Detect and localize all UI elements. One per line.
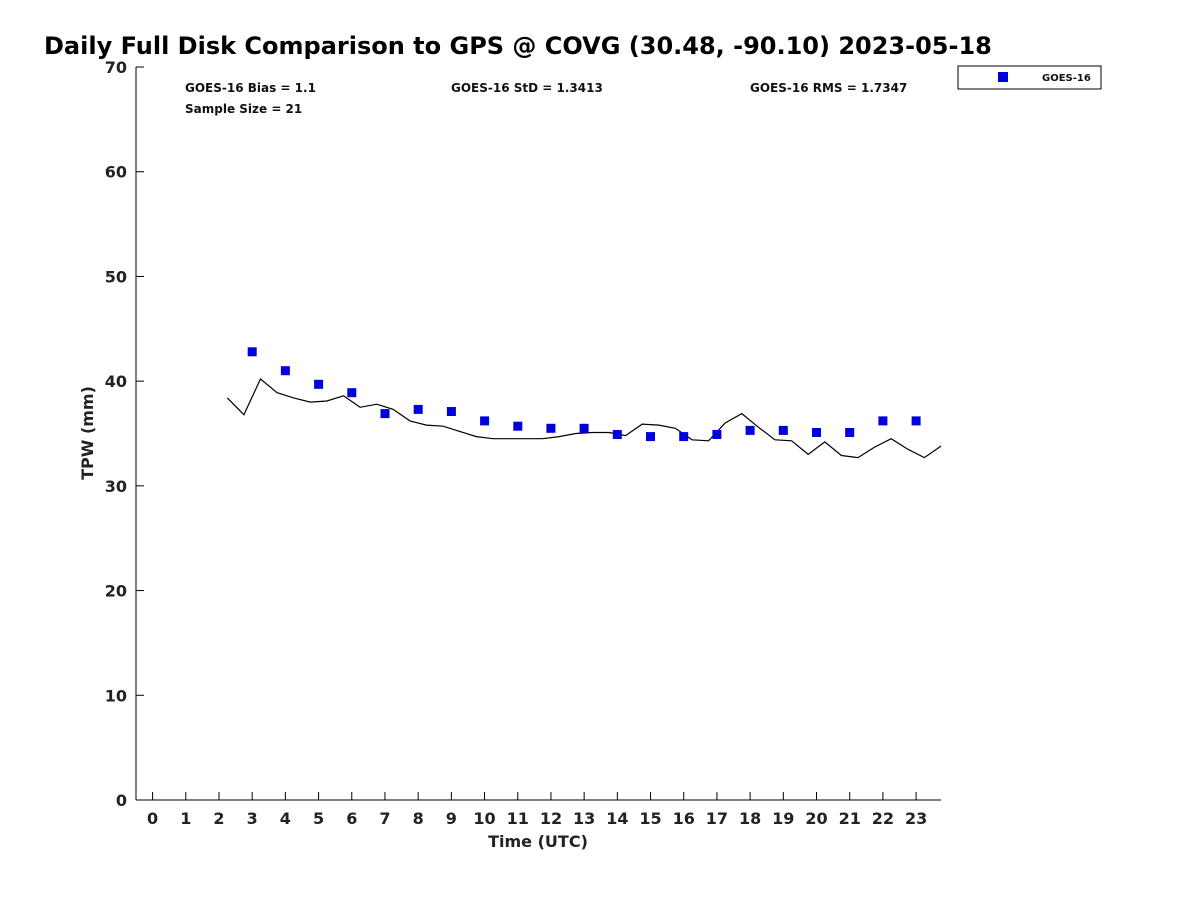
y-tick-label: 30: [105, 477, 127, 496]
goes16-point: [546, 423, 556, 433]
legend-label-goes16: GOES-16: [1042, 73, 1091, 84]
x-tick-label: 19: [772, 809, 794, 828]
legend-box: [957, 65, 1102, 90]
x-tick-label: 14: [606, 809, 628, 828]
y-tick-label: 60: [105, 163, 127, 182]
stat-std: GOES-16 StD = 1.3413: [451, 81, 603, 95]
stat-rms: GOES-16 RMS = 1.7347: [750, 81, 907, 95]
series-layer: [226, 347, 942, 459]
y-tick-label: 10: [105, 686, 127, 705]
x-tick-label: 17: [706, 809, 728, 828]
y-axis-label: TPW (mm): [78, 386, 97, 480]
x-tick-label: 2: [213, 809, 224, 828]
x-tick-label: 0: [147, 809, 158, 828]
x-tick-label: 22: [872, 809, 894, 828]
goes16-point: [878, 416, 888, 426]
x-tick-label: 4: [280, 809, 291, 828]
goes16-point: [513, 421, 523, 431]
x-tick-label: 9: [446, 809, 457, 828]
legend-marker-goes16: [998, 72, 1008, 82]
goes16-point: [413, 404, 423, 414]
x-tick-label: 20: [805, 809, 827, 828]
x-axis-label: Time (UTC): [488, 832, 588, 851]
goes16-point: [380, 409, 390, 419]
legend: GOES-16: [957, 65, 1102, 90]
x-tick-label: 16: [673, 809, 695, 828]
x-tick-label: 1: [180, 809, 191, 828]
x-tick-label: 21: [839, 809, 861, 828]
goes16-point: [446, 407, 456, 416]
goes16-point: [579, 423, 589, 433]
y-tick-label: 0: [116, 791, 127, 810]
x-tick-label: 13: [573, 809, 595, 828]
y-axis-ticks: 0 10 20 30 40 50 60 70: [105, 58, 144, 810]
x-tick-label: 18: [739, 809, 761, 828]
gps-tpw-line: [226, 378, 942, 459]
goes16-point: [812, 428, 821, 437]
y-tick-label: 70: [105, 58, 127, 77]
goes16-point: [712, 430, 722, 439]
x-tick-label: 5: [313, 809, 324, 828]
x-tick-label: 6: [346, 809, 357, 828]
x-tick-label: 10: [473, 809, 495, 828]
goes16-point: [778, 425, 788, 435]
goes16-point: [314, 379, 324, 389]
goes16-point: [280, 366, 290, 376]
goes16-point: [679, 432, 689, 442]
x-tick-label: 7: [379, 809, 390, 828]
goes16-point: [911, 416, 921, 426]
goes16-point: [612, 430, 622, 439]
chart-title: Daily Full Disk Comparison to GPS @ COVG…: [44, 32, 992, 60]
goes16-point: [347, 388, 357, 398]
goes16-point: [745, 425, 755, 435]
goes16-point: [480, 416, 490, 426]
x-tick-label: 15: [639, 809, 661, 828]
goes16-point: [646, 432, 655, 442]
x-tick-label: 11: [507, 809, 529, 828]
x-tick-label: 8: [413, 809, 424, 828]
y-tick-label: 50: [105, 267, 127, 286]
y-tick-label: 40: [105, 372, 127, 391]
x-tick-label: 12: [540, 809, 562, 828]
y-tick-label: 20: [105, 582, 127, 601]
x-axis-ticks: 0 1 2 3 4 5 6 7 8 9 10 11 12 13 14 15 16 17 18 19 20 21 22 23: [147, 792, 927, 828]
x-tick-label: 23: [905, 809, 927, 828]
goes16-point: [247, 347, 257, 357]
stat-sample-size: Sample Size = 21: [185, 102, 302, 116]
x-tick-label: 3: [247, 809, 258, 828]
goes16-point: [845, 428, 855, 437]
stat-bias: GOES-16 Bias = 1.1: [185, 81, 316, 95]
